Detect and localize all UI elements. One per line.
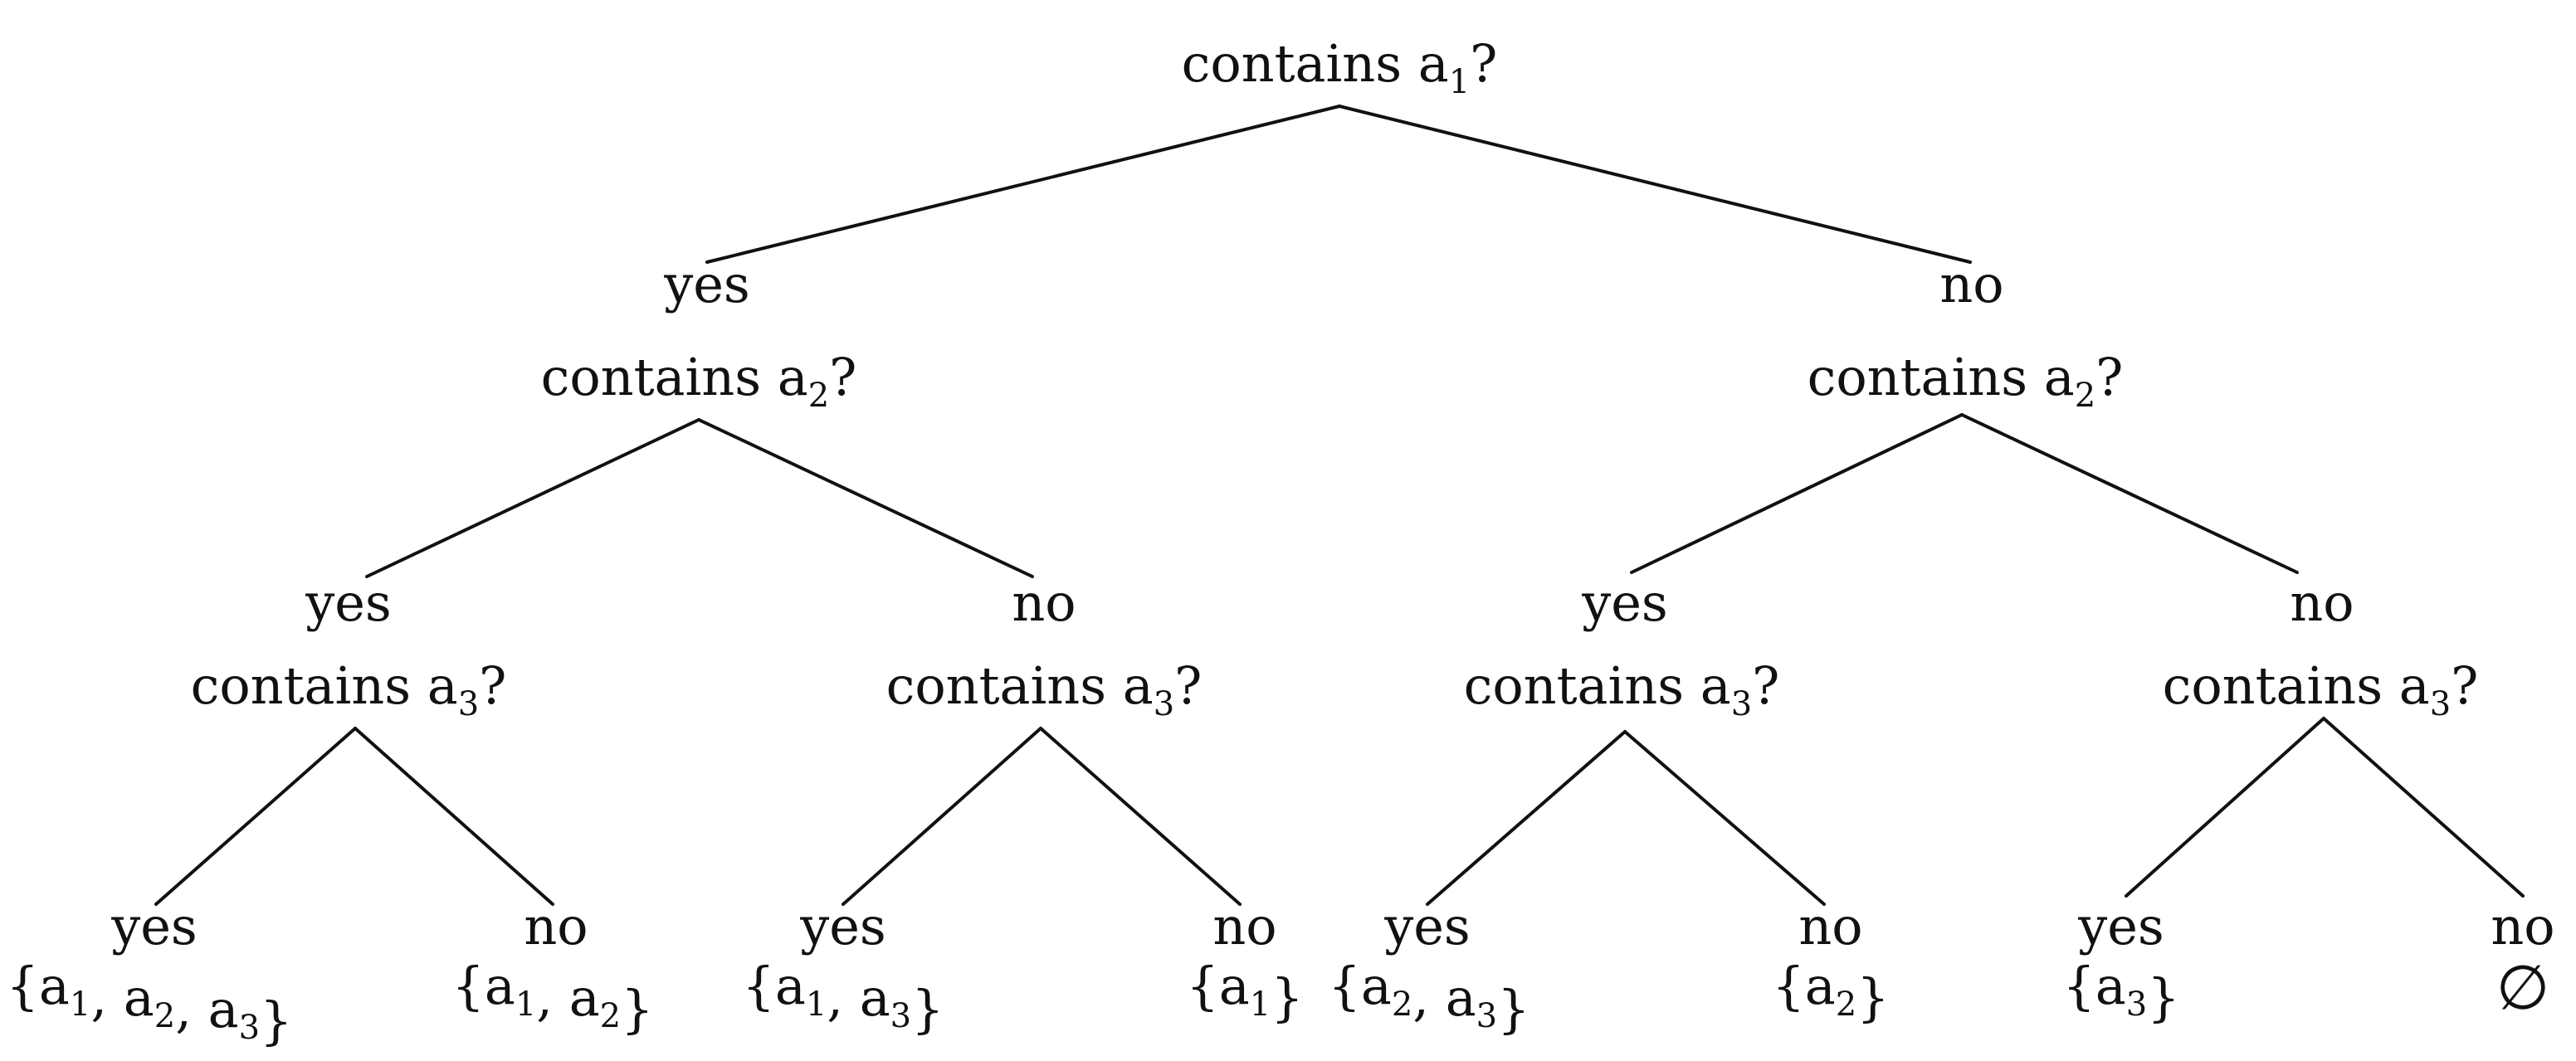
edge-yn-yes [842, 727, 1042, 906]
question-yes: contains a2? [541, 347, 857, 415]
branch-label-no: no [1939, 254, 2003, 314]
edge-yes-yes [365, 418, 700, 578]
leaf-ynn-label: no [1212, 896, 1276, 956]
edge-ny-yes [1426, 730, 1627, 906]
edge-yy-yes [154, 727, 357, 906]
leaf-nyn-label: no [1798, 896, 1862, 956]
edge-nn-no [2322, 717, 2525, 898]
root-question: contains a1? [1182, 33, 1498, 101]
leaf-nnn-label: no [2491, 896, 2554, 956]
leaf-nnn-set: ∅ [2496, 952, 2549, 1024]
branch-label-yes: yes [663, 254, 750, 314]
edge-root-no [1338, 105, 1972, 264]
leaf-yny-label: yes [799, 896, 886, 956]
leaf-yyn-set: {a1, a2} [451, 956, 653, 1039]
leaf-nyn-set: {a2} [1772, 956, 1889, 1028]
leaf-nyy-set: {a2, a3} [1328, 956, 1530, 1039]
question-no: contains a2? [1808, 347, 2124, 415]
branch-label-no-no: no [2290, 572, 2354, 633]
leaf-nyy-label: yes [1383, 896, 1471, 956]
leaf-yyy-set: {a1, a2, a3} [6, 956, 292, 1051]
leaf-nny-label: yes [2077, 896, 2164, 956]
leaf-yyn-label: no [524, 896, 588, 956]
edge-yn-no [1039, 727, 1242, 906]
edge-root-yes [705, 105, 1341, 264]
branch-label-yes-yes: yes [305, 572, 392, 633]
question-yes-yes: contains a3? [191, 655, 507, 723]
edge-ny-no [1623, 730, 1826, 906]
leaf-nny-set: {a3} [2062, 956, 2179, 1028]
edge-nn-yes [2125, 717, 2325, 898]
edge-no-yes [1630, 413, 1964, 574]
edge-yy-no [354, 727, 554, 906]
leaf-ynn-set: {a1} [1186, 956, 1303, 1028]
edge-no-no [1960, 413, 2299, 574]
leaf-yny-set: {a1, a3} [742, 956, 944, 1039]
question-no-no: contains a3? [2163, 655, 2479, 723]
branch-label-no-yes: yes [1581, 572, 1668, 633]
tree-nodes: contains a1? yes no contains a2? contains a2… [6, 33, 2554, 1051]
tree-edges [154, 105, 2525, 906]
leaf-yyy-label: yes [110, 896, 198, 956]
question-yes-no: contains a3? [886, 655, 1203, 723]
question-no-yes: contains a3? [1464, 655, 1780, 723]
edge-yes-no [697, 418, 1034, 578]
branch-label-yes-no: no [1012, 572, 1076, 633]
